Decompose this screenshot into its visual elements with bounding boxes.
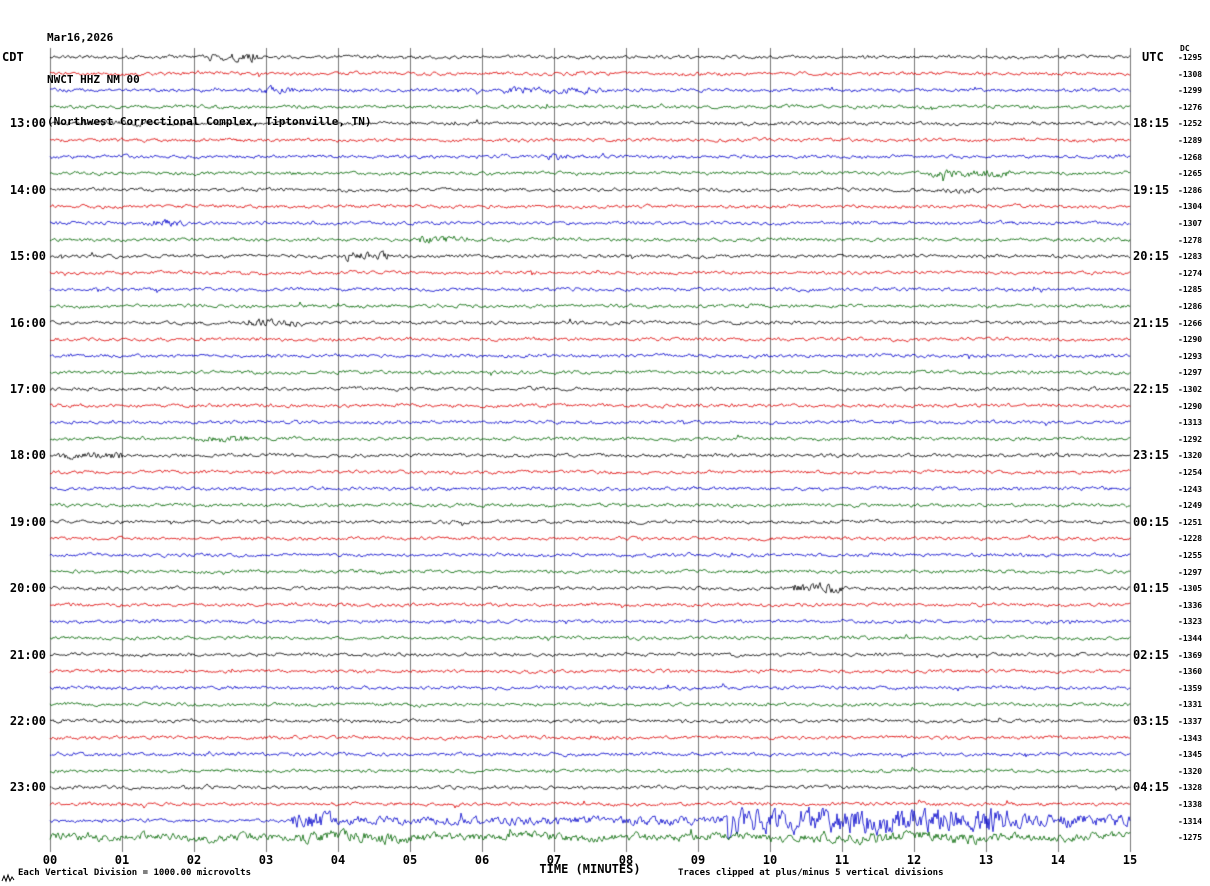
dc-offset-value: -1359 <box>1178 683 1203 693</box>
hour-label-cdt: 23:00 <box>9 780 46 795</box>
dc-offset-value: -1276 <box>1178 102 1203 112</box>
plot-date: Mar16,2026 <box>47 31 114 44</box>
time-label-utc: 03:15 <box>1133 714 1170 728</box>
dc-offset-value: -1336 <box>1178 600 1203 610</box>
dc-offset-value: -1283 <box>1178 252 1203 262</box>
dc-offset-value: -1297 <box>1178 567 1203 577</box>
dc-offset-value: -1266 <box>1178 318 1203 328</box>
dc-offset-value: -1360 <box>1178 667 1203 677</box>
dc-offset-value: -1285 <box>1178 285 1203 295</box>
time-label-utc: 04:15 <box>1133 780 1170 795</box>
clipping-note: Traces clipped at plus/minus 5 vertical … <box>678 868 944 878</box>
station-code: NWCT HHZ NM 00 <box>47 73 140 86</box>
x-axis-title: TIME (MINUTES) <box>539 862 641 876</box>
minute-tick-label: 07 <box>546 853 562 867</box>
dc-offset-value: -1274 <box>1178 268 1203 278</box>
minute-tick-label: 05 <box>402 853 418 867</box>
minute-tick-label: 11 <box>834 853 850 867</box>
dc-offset-value: -1314 <box>1178 816 1203 826</box>
time-label-utc: 21:15 <box>1133 315 1170 330</box>
hour-label-cdt: 19:00 <box>9 514 46 529</box>
dc-offset-value: -1331 <box>1178 700 1203 710</box>
minute-tick-label: 01 <box>114 853 130 867</box>
hour-label-cdt: 13:00 <box>9 116 46 131</box>
dc-offset-value: -1299 <box>1178 86 1203 96</box>
corner-squiggle-icon <box>1 873 15 883</box>
minute-tick-label: 06 <box>474 853 490 867</box>
dc-offset-value: -1343 <box>1178 733 1203 743</box>
dc-offset-value: -1369 <box>1178 650 1203 660</box>
dc-offset-value: -1313 <box>1178 418 1203 428</box>
minute-tick-label: 13 <box>978 853 994 867</box>
plot-title-block: Mar16,2026 NWCT HHZ NM 00 (Northwest Cor… <box>47 3 372 157</box>
minute-tick-label: 08 <box>618 853 634 867</box>
left-timezone-label: CDT <box>2 50 24 64</box>
dc-offset-value: -1286 <box>1178 185 1203 195</box>
dc-offset-value: -1255 <box>1178 551 1203 560</box>
dc-offset-value: -1344 <box>1178 634 1203 643</box>
dc-offset-value: -1320 <box>1178 451 1203 461</box>
hour-label-cdt: 14:00 <box>9 182 46 197</box>
dc-offset-value: -1252 <box>1178 119 1203 129</box>
dc-offset-value: -1323 <box>1178 617 1203 627</box>
time-label-utc: 18:15 <box>1133 116 1170 131</box>
dc-offset-value: -1289 <box>1178 136 1203 145</box>
dc-offset-value: -1328 <box>1178 783 1203 793</box>
hour-label-cdt: 21:00 <box>9 647 46 662</box>
time-label-utc: 23:15 <box>1133 448 1170 463</box>
minute-tick-label: 14 <box>1050 853 1066 867</box>
dc-offset-value: -1305 <box>1178 584 1203 594</box>
dc-column-header: DC <box>1180 44 1190 53</box>
dc-offset-value: -1243 <box>1178 484 1203 494</box>
dc-offset-value: -1228 <box>1178 534 1203 544</box>
hour-label-cdt: 20:00 <box>9 581 46 596</box>
minute-tick-label: 00 <box>42 853 58 867</box>
dc-offset-value: -1345 <box>1178 750 1203 760</box>
time-label-utc: 00:15 <box>1133 514 1170 529</box>
dc-offset-value: -1308 <box>1178 69 1203 79</box>
time-label-utc: 22:15 <box>1133 382 1170 396</box>
hour-label-cdt: 18:00 <box>9 448 46 463</box>
dc-offset-value: -1320 <box>1178 766 1203 776</box>
hour-label-cdt: 17:00 <box>9 382 46 396</box>
dc-offset-value: -1251 <box>1178 517 1203 527</box>
minute-tick-label: 10 <box>762 853 778 867</box>
dc-offset-value: -1307 <box>1178 219 1203 228</box>
dc-offset-value: -1290 <box>1178 401 1203 411</box>
minute-tick-label: 04 <box>330 853 346 867</box>
hour-label-cdt: 22:00 <box>9 714 46 728</box>
dc-offset-value: -1278 <box>1178 235 1203 245</box>
dc-offset-value: -1290 <box>1178 335 1203 345</box>
dc-offset-value: -1265 <box>1178 169 1203 179</box>
dc-offset-value: -1249 <box>1178 501 1203 511</box>
dc-offset-value: -1286 <box>1178 302 1203 311</box>
vertical-division-note: Each Vertical Division = 1000.00 microvo… <box>18 868 251 878</box>
time-label-utc: 02:15 <box>1133 647 1170 662</box>
dc-offset-value: -1275 <box>1178 833 1203 843</box>
dc-offset-value: -1295 <box>1178 53 1203 62</box>
time-label-utc: 20:15 <box>1133 249 1170 264</box>
dc-offset-value: -1293 <box>1178 351 1203 361</box>
hour-label-cdt: 15:00 <box>9 249 46 264</box>
time-label-utc: 01:15 <box>1133 581 1170 596</box>
dc-offset-value: -1304 <box>1178 202 1203 212</box>
dc-offset-value: -1337 <box>1178 717 1203 726</box>
time-label-utc: 19:15 <box>1133 182 1170 197</box>
dc-offset-value: -1338 <box>1178 800 1203 809</box>
minute-tick-label: 09 <box>690 853 706 867</box>
minute-tick-label: 12 <box>906 853 922 867</box>
minute-tick-label: 15 <box>1122 853 1138 867</box>
dc-offset-value: -1292 <box>1178 434 1203 444</box>
dc-offset-value: -1297 <box>1178 368 1203 378</box>
dc-offset-value: -1254 <box>1178 468 1203 477</box>
hour-label-cdt: 16:00 <box>9 315 46 330</box>
right-timezone-label: UTC <box>1142 50 1164 64</box>
minute-tick-label: 02 <box>186 853 202 867</box>
dc-offset-value: -1268 <box>1178 152 1203 162</box>
station-location: (Northwest Correctional Complex, Tiptonv… <box>47 115 372 128</box>
dc-offset-value: -1302 <box>1178 385 1203 394</box>
minute-tick-label: 03 <box>258 853 274 867</box>
